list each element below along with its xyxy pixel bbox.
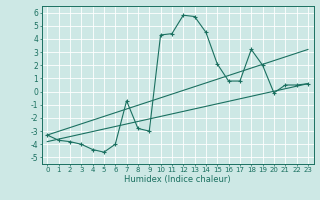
X-axis label: Humidex (Indice chaleur): Humidex (Indice chaleur) (124, 175, 231, 184)
